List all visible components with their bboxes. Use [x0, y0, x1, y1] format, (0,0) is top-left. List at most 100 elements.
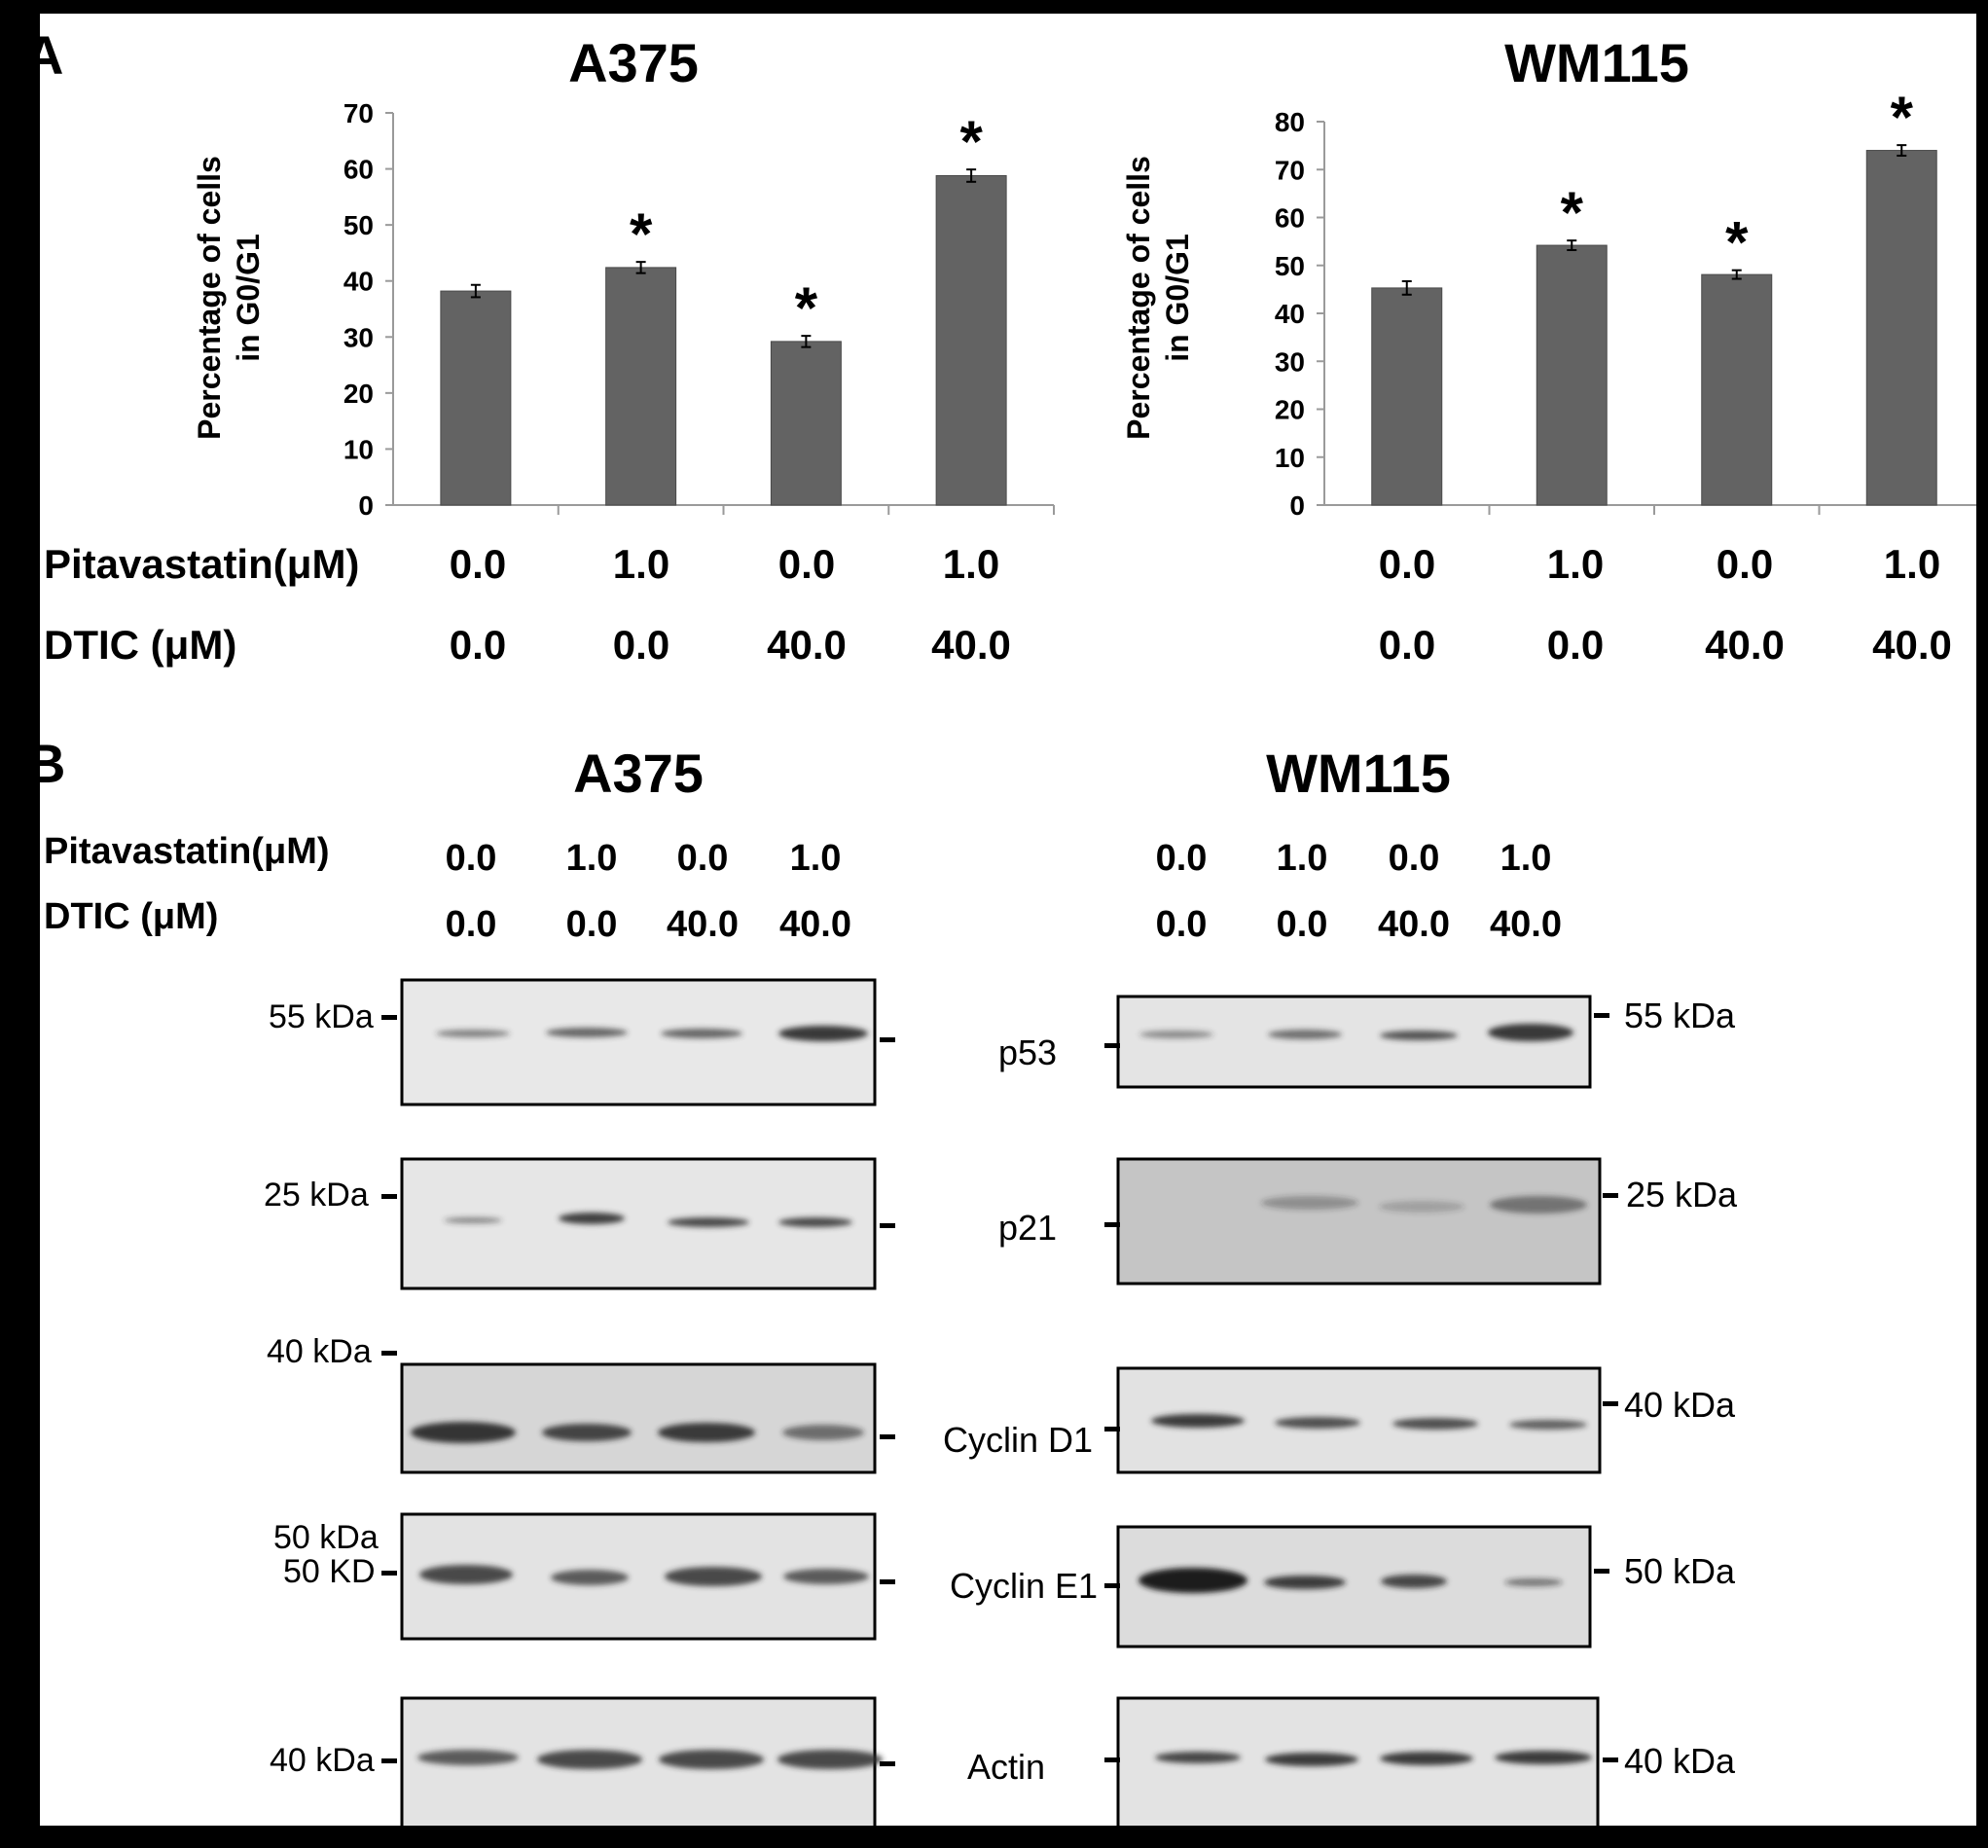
blot-membrane [400, 1362, 877, 1474]
a375-y-axis-label-line2: in G0/G1 [231, 234, 266, 362]
mw-marker-label: 25 kDa [264, 1177, 369, 1214]
lane-marker-tick [1104, 1583, 1120, 1588]
blot-wm115-dtic-lane4: 40.0 [1490, 904, 1562, 945]
wm115-y-tick-label: 70 [1275, 155, 1305, 185]
protein-label-actin: Actin [967, 1747, 1045, 1787]
blot-band [1265, 1753, 1358, 1766]
wm115-bar [1371, 287, 1443, 506]
mw-marker-tick [381, 1758, 397, 1763]
blot-band [1488, 1024, 1573, 1041]
blot-band [668, 1217, 749, 1227]
panel-label-b: B [40, 733, 65, 794]
blot-band [537, 1750, 642, 1769]
mw-marker-label: 40 kDa [1624, 1385, 1736, 1425]
figure-canvas: A B A375 Percentage of cells in G0/G1 0 1… [40, 14, 1976, 1826]
a375-y-tick-label: 40 [343, 267, 374, 297]
blot-wm115-actin [1116, 1696, 1600, 1826]
blot-band [551, 1570, 629, 1585]
a375-condition-row-label: Pitavastatin(μM) [44, 541, 359, 587]
wm115-condition-value: 40.0 [1705, 622, 1785, 668]
protein-label-cyclin-d1: Cyclin D1 [943, 1420, 1093, 1460]
blot-wm115-dtic-lane1: 0.0 [1156, 904, 1208, 945]
blot-band [1509, 1420, 1587, 1430]
wm115-bar [1865, 150, 1937, 506]
a375-bar [440, 290, 512, 506]
a375-condition-value: 0.0 [450, 541, 506, 587]
blot-band [1155, 1752, 1241, 1763]
a375-significance-star: * [959, 109, 983, 174]
a375-condition-value: 40.0 [767, 622, 847, 668]
wm115-chart-title: WM115 [1504, 32, 1689, 93]
blot-wm115-dtic-lane3: 40.0 [1378, 904, 1450, 945]
protein-label-p21: p21 [998, 1208, 1057, 1248]
blot-band [1380, 1031, 1458, 1040]
blot-a375-pita-lane1: 0.0 [446, 838, 497, 879]
blot-band [1151, 1414, 1245, 1428]
blot-wm115-pita-lane4: 1.0 [1500, 838, 1552, 879]
mw-marker-tick [381, 1351, 397, 1356]
blot-a375-dtic-lane3: 40.0 [667, 904, 739, 945]
a375-condition-value: 0.0 [778, 541, 835, 587]
blot-wm115-cyclin-e1 [1116, 1525, 1592, 1649]
lane-marker-tick [1104, 1427, 1120, 1431]
blot-membrane [1116, 995, 1592, 1089]
a375-condition-value: 0.0 [450, 622, 506, 668]
blot-band [1380, 1752, 1473, 1765]
lane-marker-tick [880, 1579, 895, 1584]
mw-marker-tick [381, 1194, 397, 1199]
a375-bar [935, 174, 1007, 506]
lane-marker-tick [1104, 1043, 1120, 1048]
mw-marker-tick [1594, 1569, 1609, 1574]
blot-band [1139, 1568, 1247, 1593]
blot-band [444, 1217, 502, 1223]
blot-wm115-pita-lane1: 0.0 [1156, 838, 1208, 879]
wm115-y-tick-label: 80 [1275, 107, 1305, 137]
blot-band [559, 1213, 625, 1224]
blot-a375-title: A375 [573, 743, 704, 804]
blot-wm115-markers: 55 kDa 25 kDa 40 kDa 50 kDa 40 kDa [1104, 996, 1738, 1781]
blot-a375-cyclin-d1 [400, 1362, 877, 1474]
wm115-significance-star: * [1561, 180, 1584, 245]
blot-band [661, 1029, 742, 1038]
a375-condition-row-label: DTIC (μM) [44, 622, 236, 668]
a375-g0g1-bar-chart: A375 Percentage of cells in G0/G1 0 10 20 3… [44, 32, 1055, 668]
mw-marker-tick [1603, 1401, 1618, 1406]
blot-band [1504, 1578, 1563, 1586]
wm115-condition-value: 0.0 [1379, 541, 1435, 587]
wm115-condition-value: 0.0 [1717, 541, 1773, 587]
blot-band [1392, 1418, 1478, 1430]
blot-wm115-header: WM115 0.0 1.0 0.0 1.0 0.0 0.0 40.0 40.0 [1156, 743, 1562, 945]
wm115-y-axis-label-line1: Percentage of cells [1121, 156, 1156, 440]
a375-condition-value: 1.0 [613, 541, 669, 587]
mw-marker-label: 40 kDa [267, 1333, 372, 1370]
mw-marker-label: 25 kDa [1626, 1175, 1738, 1214]
blot-band [1261, 1196, 1358, 1210]
a375-y-tick-label: 20 [343, 379, 374, 409]
blot-wm115-pita-lane3: 0.0 [1389, 838, 1440, 879]
mw-marker-tick [381, 1015, 397, 1020]
mw-marker-tick [1603, 1757, 1618, 1762]
wm115-significance-star: * [1891, 85, 1914, 150]
blot-a375-pitavastatin-label: Pitavastatin(μM) [44, 831, 330, 872]
mw-marker-label: 55 kDa [1624, 996, 1736, 1035]
mw-marker-label: 50 kDa [1624, 1551, 1736, 1591]
blot-band [782, 1425, 864, 1440]
wm115-y-tick-label: 10 [1275, 443, 1305, 473]
blot-band [1268, 1030, 1342, 1039]
wm115-bar [1701, 273, 1773, 506]
wm115-y-tick-label: 30 [1275, 346, 1305, 377]
mw-marker-label: 40 kDa [270, 1742, 375, 1779]
blot-band [542, 1424, 632, 1441]
blot-wm115-p53 [1116, 995, 1592, 1089]
blot-band [1264, 1576, 1346, 1589]
figure: A B A375 Percentage of cells in G0/G1 0 1… [40, 24, 1976, 1826]
blot-band [1490, 1196, 1587, 1214]
a375-condition-value: 40.0 [931, 622, 1011, 668]
blot-band [777, 1750, 883, 1769]
blot-a375-dtic-lane2: 0.0 [566, 904, 618, 945]
blot-band [1275, 1417, 1360, 1429]
mw-marker-tick [1594, 1013, 1609, 1018]
a375-bar [770, 341, 842, 506]
lane-marker-tick [1104, 1222, 1120, 1227]
blot-wm115-pita-lane2: 1.0 [1277, 838, 1328, 879]
